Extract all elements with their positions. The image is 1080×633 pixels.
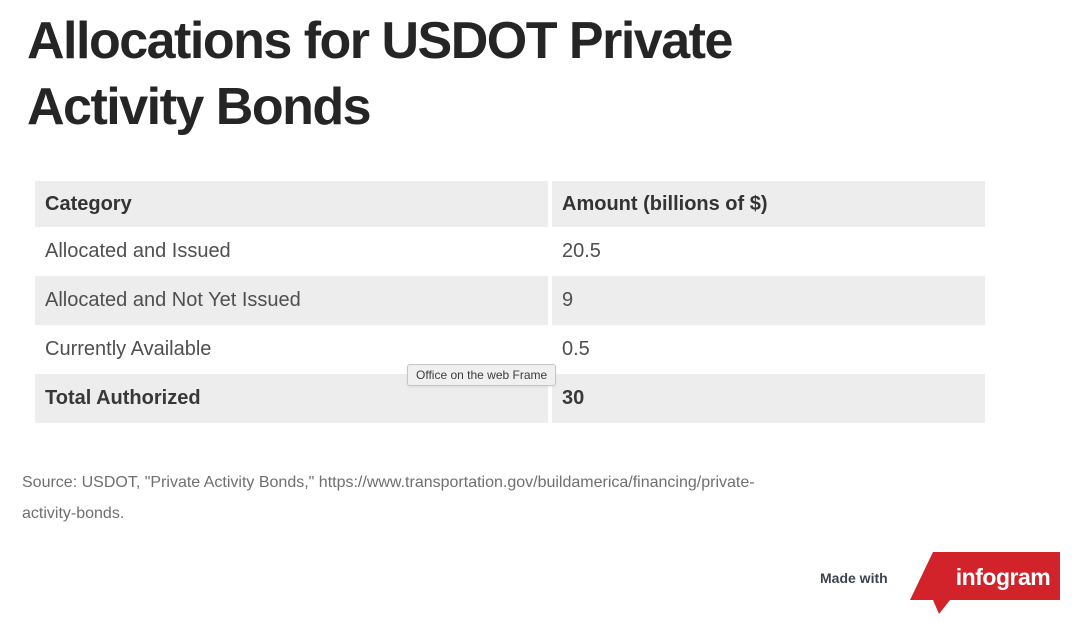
source-line-2: activity-bonds. — [22, 505, 125, 522]
allocations-table: Category Amount (billions of $) Allocate… — [35, 181, 985, 423]
table-row-category: Currently Available — [35, 325, 548, 374]
source-citation: Source: USDOT, "Private Activity Bonds,"… — [22, 467, 1022, 529]
infogram-logo-banner — [910, 552, 1060, 614]
infogram-logo-text: infogram — [956, 564, 1050, 590]
table-row-amount: 9 — [552, 276, 985, 325]
source-line-1: Source: USDOT, "Private Activity Bonds,"… — [22, 474, 755, 491]
table-header-amount: Amount (billions of $) — [552, 181, 985, 227]
infogram-logo[interactable]: infogram — [906, 549, 1064, 615]
table-header-category: Category — [35, 181, 548, 227]
table-row-category: Allocated and Issued — [35, 227, 548, 276]
page-title: Allocations for USDOT Private Activity B… — [27, 12, 733, 136]
table-row-amount: 0.5 — [552, 325, 985, 374]
table-row-category: Allocated and Not Yet Issued — [35, 276, 548, 325]
table-row-amount: 20.5 — [552, 227, 985, 276]
table-row-amount-total: 30 — [552, 374, 985, 423]
made-with-label: Made with — [820, 570, 888, 586]
frame-tooltip: Office on the web Frame — [407, 364, 557, 386]
